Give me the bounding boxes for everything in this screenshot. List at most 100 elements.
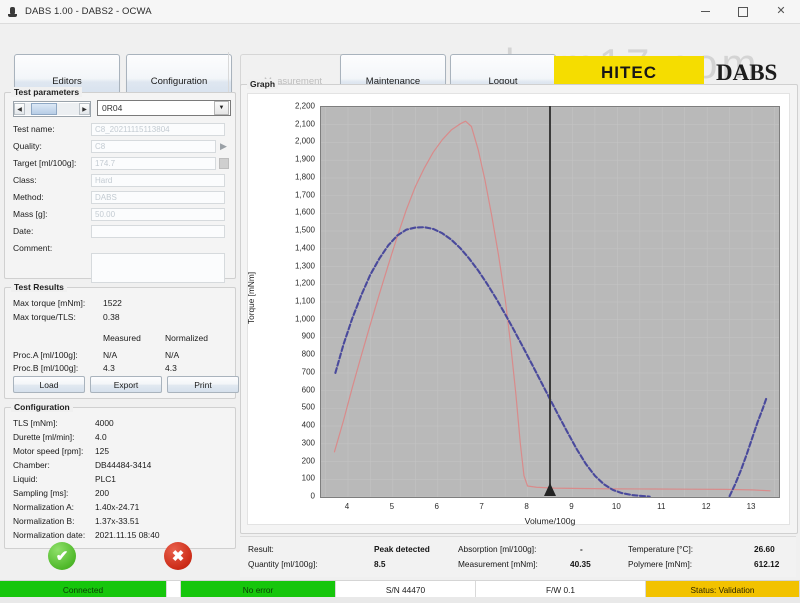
series-torque-normalized xyxy=(334,226,651,497)
cursor-marker-icon[interactable] xyxy=(544,483,556,496)
validation-status: Status: Validation xyxy=(646,581,800,598)
chevron-down-icon[interactable]: ▼ xyxy=(214,101,229,115)
prev-record-icon[interactable]: ◀ xyxy=(14,103,25,115)
test-parameters-group: Test parameters ◀ ▶ 0R04 ▼ Test name: C8… xyxy=(4,87,236,283)
x-tick-4: 4 xyxy=(344,502,350,511)
series-torque-raw xyxy=(333,120,771,492)
field-quality: Quality: C8 ▶ xyxy=(13,139,229,153)
temperature-value: 26.60 xyxy=(754,544,775,554)
error-circle-icon: ✖ xyxy=(164,542,192,570)
y-tick-1000: 1,000 xyxy=(294,314,315,324)
y-tick-2000: 2,000 xyxy=(294,136,315,146)
export-button[interactable]: Export xyxy=(90,376,162,393)
field-class: Class: Hard xyxy=(13,173,225,187)
absorption-value: - xyxy=(580,544,583,554)
cfg-durette-value: 4.0 xyxy=(95,432,107,442)
x-tick-11: 11 xyxy=(657,502,666,511)
close-icon: ✕ xyxy=(776,5,786,17)
load-button[interactable]: Load xyxy=(13,376,85,393)
window-title: DABS 1.00 - DABS2 - OCWA xyxy=(25,6,152,17)
target-extra-button[interactable] xyxy=(219,157,229,169)
logo-text: HITEC xyxy=(601,63,657,82)
graph-canvas[interactable]: 0 100 200 300 400 500 600 700 800 900 1,000 1,100 1,… xyxy=(246,93,790,526)
record-navigator[interactable]: ◀ ▶ xyxy=(13,101,91,117)
record-slider[interactable]: ◀ ▶ xyxy=(13,101,91,117)
field-mass-input[interactable]: 50.00 xyxy=(91,207,225,221)
y-tick-800: 800 xyxy=(301,349,315,359)
play-icon[interactable]: ▶ xyxy=(220,140,227,151)
field-comment-input[interactable] xyxy=(91,253,225,283)
field-method-label: Method: xyxy=(13,192,44,202)
title-bar: DABS 1.00 - DABS2 - OCWA ✕ xyxy=(0,0,800,24)
next-record-icon[interactable]: ▶ xyxy=(79,103,90,115)
slider-thumb[interactable] xyxy=(31,103,57,115)
cursor-line[interactable] xyxy=(549,106,551,496)
test-results-group: Test Results Max torque [mNm]: 1522 Max … xyxy=(4,282,239,399)
x-tick-12: 12 xyxy=(701,502,711,511)
check-circle-icon: ✔ xyxy=(48,542,76,570)
proc-b-measured: 4.3 xyxy=(103,363,115,373)
y-tick-1400: 1,400 xyxy=(294,243,315,253)
cfg-tls-value: 4000 xyxy=(95,418,114,428)
cfg-motor-speed-label: Motor speed [rpm]: xyxy=(13,446,84,456)
cfg-sampling-value: 200 xyxy=(95,488,109,498)
maximize-icon xyxy=(738,6,748,17)
proc-a-normalized: N/A xyxy=(165,350,180,360)
cfg-sampling-label: Sampling [ms]: xyxy=(13,488,69,498)
close-button[interactable]: ✕ xyxy=(762,0,800,24)
x-tick-6: 6 xyxy=(434,502,439,511)
y-tick-500: 500 xyxy=(301,402,315,412)
field-class-input[interactable]: Hard xyxy=(91,173,225,187)
field-test-name: Test name: C8_20211115113804 xyxy=(13,122,225,136)
x-tick-7: 7 xyxy=(479,502,484,511)
minimize-button[interactable] xyxy=(686,0,724,24)
y-tick-1500: 1,500 xyxy=(294,225,315,235)
cfg-durette-label: Durette [ml/min]: xyxy=(13,432,75,442)
left-panel: Test parameters ◀ ▶ 0R04 ▼ Test name: C8… xyxy=(4,84,239,549)
bottom-results-panel: Result: Peak detected Quantity [ml/100g]… xyxy=(240,536,796,577)
test-selector-combo[interactable]: 0R04 ▼ xyxy=(97,100,231,116)
y-tick-1100: 1,100 xyxy=(294,296,315,306)
status-gap-1 xyxy=(167,581,181,598)
absorption-label: Absorption [ml/100g]: xyxy=(458,544,537,554)
x-axis-label: Volume/100g xyxy=(524,516,576,526)
y-tick-100: 100 xyxy=(301,473,315,483)
col-measured-header: Measured xyxy=(103,333,141,343)
minimize-icon xyxy=(700,11,710,12)
window-controls: ✕ xyxy=(686,0,800,24)
quantity-value: 8.5 xyxy=(374,559,386,569)
status-icons: ✔ ✖ xyxy=(4,536,236,576)
main-toolbar: chem17.com Editors Configuration Measure… xyxy=(0,24,800,108)
test-selector-value: 0R04 xyxy=(102,103,123,113)
field-target-input[interactable]: 174.7 xyxy=(91,156,216,170)
field-class-label: Class: xyxy=(13,175,37,185)
configuration-group: Configuration TLS [mNm]: 4000 Durette [m… xyxy=(4,402,236,549)
field-date: Date: xyxy=(13,224,225,238)
y-tick-2100: 2,100 xyxy=(294,119,315,129)
field-method-input[interactable]: DABS xyxy=(91,190,225,204)
y-tick-2200: 2,200 xyxy=(294,101,315,111)
cfg-tls-label: TLS [mNm]: xyxy=(13,418,58,428)
field-comment-label: Comment: xyxy=(13,243,53,253)
x-tick-8: 8 xyxy=(524,502,529,511)
y-tick-1300: 1,300 xyxy=(294,261,315,271)
field-test-name-input[interactable]: C8_20211115113804 xyxy=(91,122,225,136)
y-tick-300: 300 xyxy=(301,438,315,448)
maximize-button[interactable] xyxy=(724,0,762,24)
graph-title: Graph xyxy=(247,79,279,89)
field-date-input[interactable] xyxy=(91,224,225,238)
measurement-value: 40.35 xyxy=(570,559,591,569)
field-quality-input[interactable]: C8 xyxy=(91,139,216,153)
field-method: Method: DABS xyxy=(13,190,225,204)
error-status: No error xyxy=(181,581,336,598)
cfg-motor-speed-value: 125 xyxy=(95,446,109,456)
slider-track[interactable] xyxy=(25,103,79,115)
proc-a-label: Proc.A [ml/100g]: xyxy=(13,350,78,360)
max-torque-tls-value: 0.38 xyxy=(103,312,120,322)
field-comment: Comment: xyxy=(13,241,91,255)
print-button[interactable]: Print xyxy=(167,376,239,393)
max-torque-value: 1522 xyxy=(103,298,122,308)
cfg-liquid-value: PLC1 xyxy=(95,474,116,484)
quantity-label: Quantity [ml/100g]: xyxy=(248,559,318,569)
